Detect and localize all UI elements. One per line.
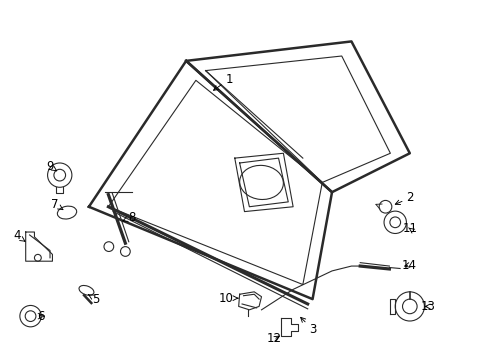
Text: 12: 12: [266, 333, 282, 346]
Text: 14: 14: [401, 258, 415, 271]
Text: 3: 3: [300, 318, 316, 336]
Text: 13: 13: [420, 300, 435, 313]
Text: 11: 11: [402, 222, 416, 235]
Text: 10: 10: [218, 292, 237, 305]
Text: 5: 5: [88, 293, 100, 306]
Text: 8: 8: [122, 211, 135, 224]
Text: 6: 6: [38, 310, 45, 323]
Text: 4: 4: [13, 229, 25, 242]
Text: 9: 9: [46, 160, 57, 173]
Text: 7: 7: [51, 198, 63, 211]
Text: 1: 1: [213, 73, 232, 90]
Text: 2: 2: [394, 192, 413, 204]
